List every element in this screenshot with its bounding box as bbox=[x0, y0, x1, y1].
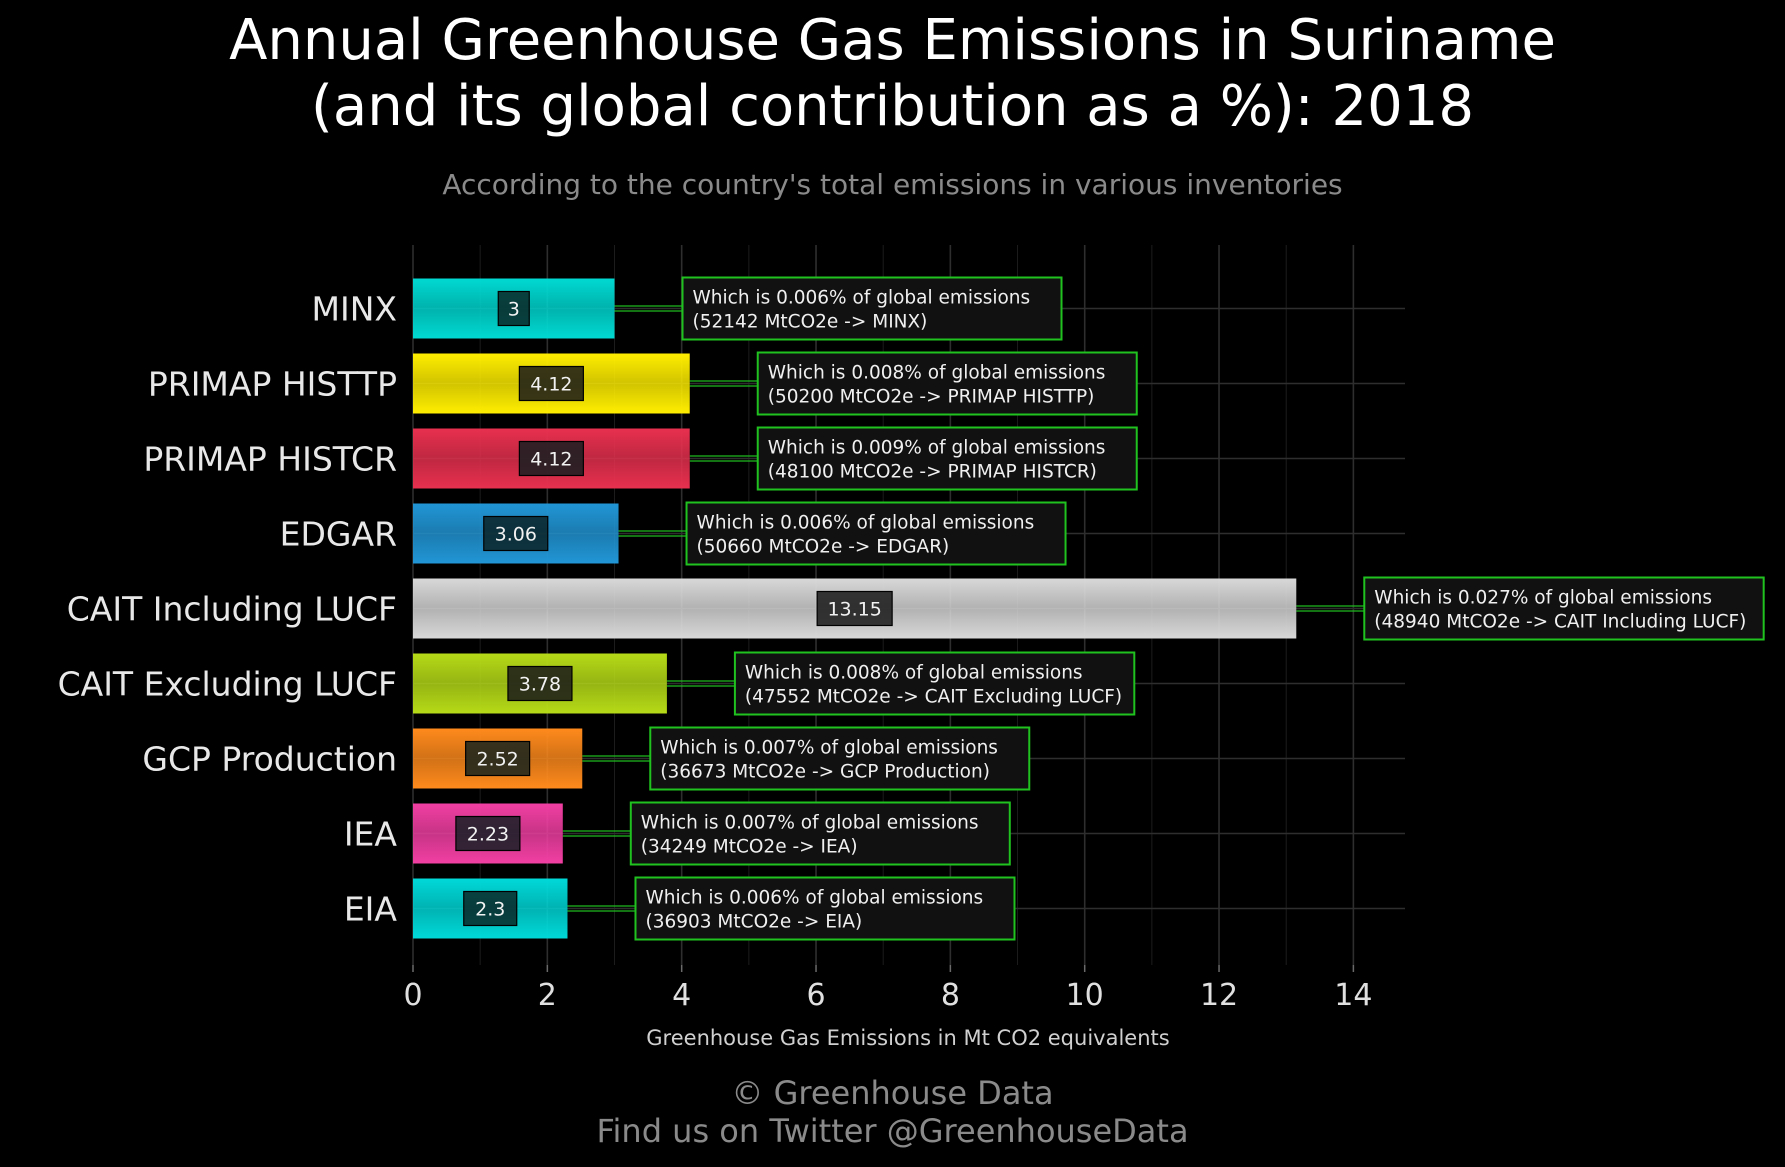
annotation-box bbox=[629, 801, 1011, 866]
value-labels: 3 4.12 4.12 3.06 13.15 3.78 2.52 2.23 2.3 bbox=[455, 290, 893, 927]
annotation-line2: (47552 MtCO2e -> CAIT Excluding LUCF) bbox=[745, 687, 1122, 708]
annotation-line2: (36903 MtCO2e -> EIA) bbox=[645, 912, 862, 933]
chart-subtitle: According to the country's total emissio… bbox=[442, 168, 1343, 201]
annotation-line2: (50200 MtCO2e -> PRIMAP HISTTP) bbox=[768, 387, 1095, 408]
category-label: GCP Production bbox=[142, 740, 397, 779]
x-tick-label: 2 bbox=[538, 978, 557, 1013]
value-label: 4.12 bbox=[530, 374, 572, 396]
category-label: IEA bbox=[344, 815, 398, 854]
value-label: 3.78 bbox=[519, 674, 561, 696]
x-tick-labels: 0 2 4 6 8 10 12 14 bbox=[403, 965, 1372, 1013]
annotation-line1: Which is 0.008% of global emissions bbox=[745, 663, 1083, 684]
value-label-box bbox=[518, 365, 584, 402]
annotation-line1: Which is 0.008% of global emissions bbox=[768, 363, 1106, 384]
value-label: 2.52 bbox=[476, 749, 518, 771]
annotation-line1: Which is 0.007% of global emissions bbox=[641, 813, 979, 834]
annotations: Which is 0.006% of global emissions (5214… bbox=[629, 276, 1765, 941]
annotation-line1: Which is 0.009% of global emissions bbox=[768, 438, 1106, 459]
category-labels: MINX PRIMAP HISTTP PRIMAP HISTCR EDGAR CAIT … bbox=[58, 290, 398, 929]
annotation-line1: Which is 0.006% of global emissions bbox=[697, 513, 1035, 534]
annotation-box bbox=[649, 726, 1031, 791]
chart-title: Annual Greenhouse Gas Emissions in Surin… bbox=[0, 8, 1785, 140]
x-tick-label: 6 bbox=[806, 978, 825, 1013]
bar-chart: 3 4.12 4.12 3.06 13.15 3.78 2.52 2.23 2.3 Which … bbox=[58, 245, 1765, 1050]
value-label-box bbox=[816, 590, 893, 627]
annotation-line1: Which is 0.006% of global emissions bbox=[645, 888, 983, 909]
x-tick-label: 8 bbox=[941, 978, 960, 1013]
value-label-box bbox=[455, 815, 521, 852]
x-tick-label: 10 bbox=[1066, 978, 1104, 1013]
value-label: 2.23 bbox=[467, 824, 509, 846]
category-label: EDGAR bbox=[280, 515, 397, 554]
value-label: 13.15 bbox=[827, 599, 881, 621]
annotation-connectors bbox=[562, 305, 1365, 912]
annotation-line2: (48100 MtCO2e -> PRIMAP HISTCR) bbox=[768, 462, 1097, 483]
annotation-line2: (52142 MtCO2e -> MINX) bbox=[693, 312, 928, 333]
value-label: 3.06 bbox=[495, 524, 537, 546]
category-label: CAIT Including LUCF bbox=[67, 590, 397, 629]
bars bbox=[413, 278, 1297, 939]
annotation-box bbox=[634, 876, 1016, 941]
value-label-box bbox=[465, 740, 531, 777]
x-axis-label: Greenhouse Gas Emissions in Mt CO2 equiv… bbox=[646, 1026, 1169, 1050]
category-label: CAIT Excluding LUCF bbox=[58, 665, 397, 704]
x-tick-label: 4 bbox=[672, 978, 691, 1013]
chart-title-line2: (and its global contribution as a %): 20… bbox=[311, 74, 1474, 139]
value-label: 3 bbox=[508, 299, 520, 321]
category-label: PRIMAP HISTTP bbox=[148, 365, 397, 404]
chart-title-line1: Annual Greenhouse Gas Emissions in Surin… bbox=[229, 8, 1556, 73]
annotation-box bbox=[733, 651, 1136, 716]
annotation-line1: Which is 0.027% of global emissions bbox=[1374, 588, 1712, 609]
value-label-box bbox=[518, 440, 584, 477]
footer-twitter: Find us on Twitter @GreenhouseData bbox=[596, 1112, 1189, 1150]
value-label: 4.12 bbox=[530, 449, 572, 471]
annotation-box bbox=[756, 426, 1138, 491]
category-label: EIA bbox=[344, 890, 398, 929]
x-tick-label: 12 bbox=[1200, 978, 1238, 1013]
annotation-line2: (34249 MtCO2e -> IEA) bbox=[641, 837, 858, 858]
footer-copyright: © Greenhouse Data bbox=[731, 1074, 1054, 1112]
annotation-line1: Which is 0.007% of global emissions bbox=[660, 738, 998, 759]
value-label: 2.3 bbox=[475, 899, 505, 921]
category-label: PRIMAP HISTCR bbox=[143, 440, 397, 479]
annotation-line2: (48940 MtCO2e -> CAIT Including LUCF) bbox=[1374, 612, 1746, 633]
value-label-box bbox=[507, 665, 573, 702]
x-tick-label: 0 bbox=[403, 978, 422, 1013]
annotation-box bbox=[685, 501, 1067, 566]
x-tick-label: 14 bbox=[1334, 978, 1372, 1013]
value-label-box bbox=[483, 515, 549, 552]
annotation-line2: (50660 MtCO2e -> EDGAR) bbox=[697, 537, 950, 558]
category-label: MINX bbox=[312, 290, 398, 329]
annotation-box bbox=[756, 351, 1138, 416]
annotation-box bbox=[681, 276, 1063, 341]
value-label-box bbox=[497, 290, 530, 327]
annotation-line2: (36673 MtCO2e -> GCP Production) bbox=[660, 762, 990, 783]
annotation-box bbox=[1363, 576, 1765, 641]
annotation-line1: Which is 0.006% of global emissions bbox=[693, 288, 1031, 309]
value-label-box bbox=[463, 890, 518, 927]
